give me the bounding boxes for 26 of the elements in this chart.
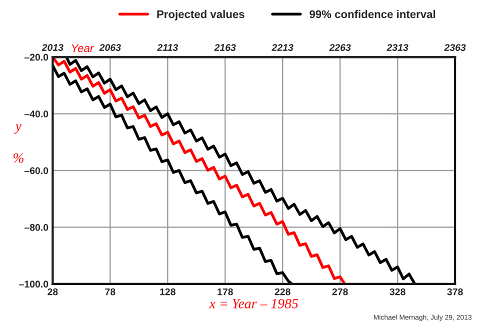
x2-axis-title: Year: [72, 44, 94, 52]
x-tick-label: 78: [105, 288, 116, 296]
x2-tick-label: 2013: [42, 44, 64, 51]
y-tick-label: –100.0: [19, 280, 48, 288]
x-tick-label: 128: [160, 288, 176, 296]
x2-tick-label: 2313: [386, 44, 408, 51]
x2-tick-label: 2163: [214, 44, 236, 51]
text: y %: [14, 124, 24, 163]
x2-tick-label: 2063: [99, 44, 121, 51]
legend-label: 99% confidence interval: [310, 10, 436, 18]
x2-tick-label: 2263: [329, 44, 351, 51]
x-axis-title: x = Year – 1985: [209, 298, 298, 308]
y-tick-label: –40.0: [24, 110, 48, 118]
legend-label: Projected values: [157, 10, 244, 20]
x-tick-label: 178: [218, 288, 233, 296]
x-tick-label: 228: [274, 288, 290, 296]
x-tick-label: 28: [48, 288, 58, 296]
x2-tick-label: 2363: [444, 44, 466, 51]
x-tick-label: 378: [447, 288, 463, 296]
y-tick-label: –20.0: [24, 54, 48, 61]
x2-tick-label: 2113: [157, 44, 178, 51]
y-tick-label: –60.0: [24, 167, 48, 174]
x-tick-label: 328: [390, 288, 406, 296]
y-tick-label: –80.0: [24, 224, 48, 231]
x-tick-label: 278: [332, 288, 348, 296]
x2-tick-label: 2213: [272, 44, 294, 51]
